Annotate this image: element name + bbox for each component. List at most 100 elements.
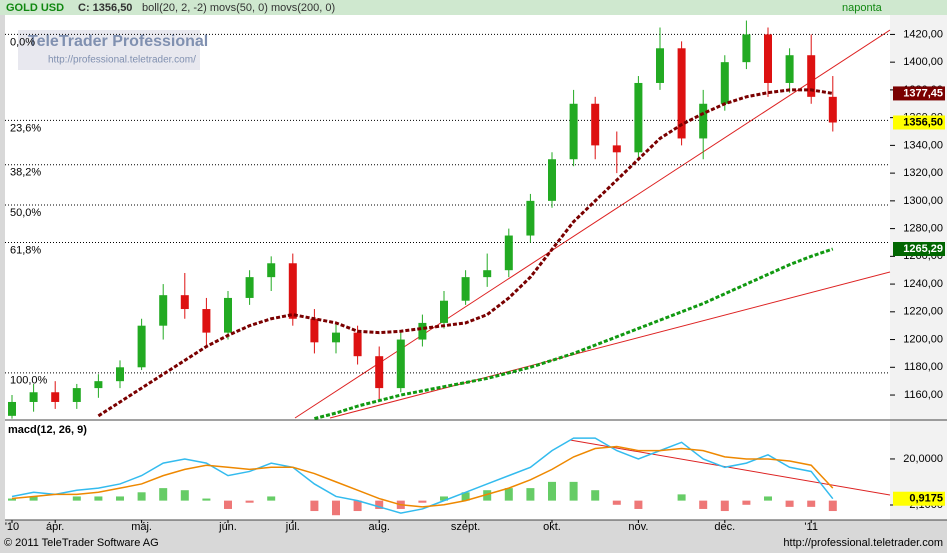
y-tick-label: 1420,00 bbox=[903, 28, 943, 40]
candle-body bbox=[699, 103, 708, 139]
trend-line bbox=[329, 271, 891, 419]
candle-body bbox=[656, 48, 664, 83]
fib-label: 61,8% bbox=[10, 244, 41, 256]
macd-histogram bbox=[526, 488, 535, 501]
candle-body bbox=[202, 309, 211, 333]
y-tick-label: 1200,00 bbox=[903, 333, 943, 345]
fib-label: 50,0% bbox=[10, 207, 41, 219]
macd-histogram bbox=[8, 498, 16, 501]
candle-body bbox=[180, 295, 189, 310]
macd-histogram bbox=[353, 500, 362, 512]
candle-body bbox=[94, 381, 103, 389]
candle-body bbox=[440, 300, 448, 323]
candle-body bbox=[267, 263, 276, 278]
x-tick-label: dec. bbox=[714, 521, 735, 533]
macd-histogram bbox=[742, 500, 751, 505]
candle-body bbox=[526, 200, 535, 236]
macd-histogram bbox=[159, 488, 168, 501]
x-tick-label: máj. bbox=[131, 521, 152, 533]
macd-current-label: 0,9175 bbox=[909, 493, 943, 505]
macd-histogram bbox=[720, 500, 729, 512]
macd-current-box bbox=[893, 491, 945, 506]
period: naponta bbox=[842, 2, 883, 14]
x-tick-label: júl. bbox=[285, 521, 300, 533]
price-label: 1265,29 bbox=[903, 243, 943, 255]
macd-histogram bbox=[310, 500, 319, 512]
candle-body bbox=[116, 367, 124, 382]
x-tick-label: szept. bbox=[451, 521, 480, 533]
candle-body bbox=[764, 34, 772, 83]
macd-histogram bbox=[180, 490, 189, 501]
candle-body bbox=[245, 277, 254, 298]
footer-url: http://professional.teletrader.com bbox=[783, 537, 943, 549]
macd-histogram bbox=[634, 500, 643, 509]
macd-histogram bbox=[699, 500, 708, 509]
indicators: boll(20, 2, -2) movs(50, 0) movs(200, 0) bbox=[142, 2, 335, 14]
price-plot bbox=[5, 15, 890, 420]
candle-body bbox=[288, 263, 297, 319]
candle-body bbox=[8, 401, 16, 416]
macd-histogram bbox=[29, 496, 38, 501]
candle-body bbox=[310, 318, 319, 343]
price-label: 1377,45 bbox=[903, 87, 943, 99]
fib-label: 38,2% bbox=[10, 167, 41, 179]
signal-line bbox=[11, 445, 834, 508]
macd-histogram bbox=[375, 500, 384, 509]
fib-label: 100,0% bbox=[10, 375, 48, 387]
price-label-box bbox=[893, 115, 945, 130]
y-tick-label: 1340,00 bbox=[903, 139, 943, 151]
candle-body bbox=[742, 34, 751, 63]
candle-body bbox=[569, 103, 578, 160]
candle-body bbox=[29, 392, 38, 402]
y-tick-label: 1180,00 bbox=[904, 361, 943, 373]
macd-histogram bbox=[332, 500, 340, 516]
candle-body bbox=[807, 55, 816, 97]
macd-histogram bbox=[461, 492, 470, 501]
candle-body bbox=[461, 277, 470, 301]
candle-body bbox=[612, 145, 621, 153]
candle-body bbox=[396, 339, 405, 389]
candle-body bbox=[785, 55, 794, 83]
x-tick-label: '10 bbox=[5, 521, 19, 533]
macd-histogram bbox=[94, 496, 103, 501]
y-tick-label: 1400,00 bbox=[903, 56, 943, 68]
y-tick-label: 1320,00 bbox=[903, 167, 943, 179]
candle-body bbox=[51, 392, 60, 402]
macd-histogram bbox=[591, 490, 600, 501]
watermark-url: http://professional.teletrader.com/ bbox=[48, 55, 196, 66]
candle-body bbox=[677, 48, 686, 139]
candle-body bbox=[548, 159, 556, 201]
macd-histogram bbox=[828, 500, 837, 512]
macd-histogram bbox=[807, 500, 816, 507]
macd-histogram bbox=[224, 500, 232, 509]
price-label: 1356,50 bbox=[903, 116, 943, 128]
symbol: GOLD USD bbox=[6, 2, 64, 14]
macd-histogram bbox=[137, 492, 146, 501]
last-price: C: 1356,50 bbox=[78, 2, 132, 14]
candle-body bbox=[591, 103, 600, 146]
macd-histogram bbox=[612, 500, 621, 505]
footer-copyright: © 2011 TeleTrader Software AG bbox=[4, 537, 159, 549]
macd-histogram bbox=[267, 496, 276, 501]
price-label-box bbox=[893, 241, 945, 256]
candle-body bbox=[375, 356, 384, 389]
y-tick-label: 1220,00 bbox=[903, 306, 943, 318]
moving-average bbox=[97, 88, 834, 418]
candle-body bbox=[828, 96, 837, 123]
header-bar bbox=[0, 0, 947, 15]
macd-histogram bbox=[548, 481, 556, 501]
x-tick-label: okt. bbox=[543, 521, 561, 533]
macd-y-tick-label: 20,0000 bbox=[903, 453, 943, 465]
candle-body bbox=[418, 322, 427, 340]
watermark-box bbox=[18, 30, 200, 70]
macd-histogram bbox=[785, 500, 794, 507]
macd-histogram bbox=[418, 500, 427, 503]
x-tick-label: nov. bbox=[628, 521, 648, 533]
candle-body bbox=[72, 388, 81, 402]
candle-body bbox=[720, 62, 729, 104]
macd-histogram bbox=[202, 498, 211, 501]
candle-body bbox=[224, 297, 232, 333]
candle-body bbox=[159, 295, 168, 326]
x-tick-label: ápr. bbox=[46, 521, 64, 533]
